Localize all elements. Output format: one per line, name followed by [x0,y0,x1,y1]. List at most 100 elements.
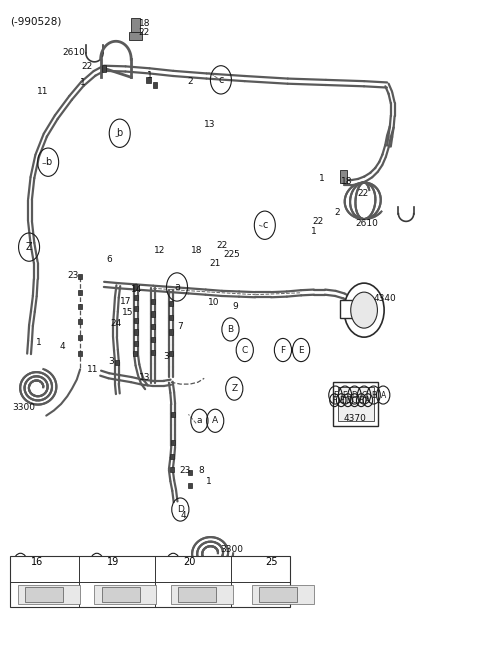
Bar [171,412,175,417]
Text: 11: 11 [87,366,99,375]
Text: 1: 1 [80,78,86,87]
Bar [151,324,155,329]
Text: B: B [359,396,364,404]
Text: 20: 20 [184,557,196,567]
Bar [333,382,378,426]
Text: 8: 8 [198,466,204,475]
Text: Z: Z [231,384,237,393]
Text: 21: 21 [209,259,220,268]
Bar [146,77,151,83]
Text: 23: 23 [179,466,190,475]
Text: 22: 22 [82,63,93,72]
Text: 6: 6 [107,255,112,264]
Bar [252,585,314,604]
Bar [169,315,173,320]
Bar [188,483,192,488]
Text: 14: 14 [131,285,143,294]
Bar [25,587,63,602]
Bar [78,351,82,357]
Bar [169,329,173,335]
Text: 5: 5 [233,250,239,259]
Text: 17: 17 [120,297,131,306]
Circle shape [351,292,377,328]
Text: Z: Z [26,242,32,252]
Text: 7: 7 [177,322,183,331]
Text: 13: 13 [139,373,150,382]
Bar [338,388,373,421]
Bar [102,66,106,71]
Text: 11: 11 [37,87,48,96]
Bar [171,585,233,604]
Text: B: B [228,325,233,334]
Text: 25: 25 [265,557,277,567]
Bar [78,274,82,279]
Bar [259,587,297,602]
Bar [151,311,155,317]
Text: 2: 2 [188,77,193,86]
Bar [134,306,138,311]
Bar [170,467,174,472]
Text: 1: 1 [205,477,211,486]
Text: 24: 24 [110,318,121,328]
Text: 1: 1 [147,71,153,80]
Text: D: D [177,505,184,514]
Text: C: C [361,391,367,399]
Text: (-990528): (-990528) [10,17,61,27]
Text: C: C [352,396,357,404]
Text: c: c [171,557,176,567]
Text: E: E [343,391,348,399]
Bar [129,32,142,40]
Bar [169,301,173,306]
Text: b: b [45,157,51,167]
Circle shape [344,283,384,337]
Text: A: A [365,396,371,404]
Bar [151,337,155,342]
Text: 4: 4 [180,512,186,521]
Bar [78,304,82,309]
Bar [131,18,140,32]
Bar [170,454,174,459]
Text: c: c [218,75,224,85]
Text: D: D [351,391,358,399]
Text: E: E [339,396,344,404]
Bar [134,329,138,335]
Bar [340,300,363,318]
Bar [134,295,138,300]
Text: 9: 9 [233,302,239,311]
Bar [153,82,157,89]
Text: 22: 22 [224,250,235,259]
Text: 4: 4 [60,342,65,351]
Text: 1: 1 [311,227,316,236]
Text: 4370: 4370 [344,413,367,422]
Text: 2: 2 [335,208,340,217]
Text: 2610: 2610 [62,48,85,57]
Text: b: b [117,129,123,138]
Bar [95,585,156,604]
Bar [133,351,137,357]
Text: 10: 10 [207,298,219,307]
Text: 15: 15 [121,308,133,317]
Text: 1: 1 [36,338,41,347]
Text: 3: 3 [164,352,169,361]
Text: 3300: 3300 [220,545,243,554]
Text: 22: 22 [139,28,150,37]
Text: a: a [18,557,23,567]
Text: b: b [94,557,100,567]
Bar [102,587,140,602]
Bar [178,587,216,602]
Text: F: F [332,396,336,404]
Bar [133,284,137,289]
Bar [18,585,80,604]
Bar [10,556,290,607]
Bar [102,65,107,72]
Text: 18: 18 [139,19,150,28]
Text: C: C [241,346,248,355]
Text: A: A [212,416,218,425]
Text: 22: 22 [312,217,324,226]
Text: 3300: 3300 [12,403,35,412]
Text: B: B [371,391,376,399]
Bar [171,440,175,445]
Text: F: F [280,346,286,355]
Text: 12: 12 [154,247,166,255]
Bar [78,335,82,340]
